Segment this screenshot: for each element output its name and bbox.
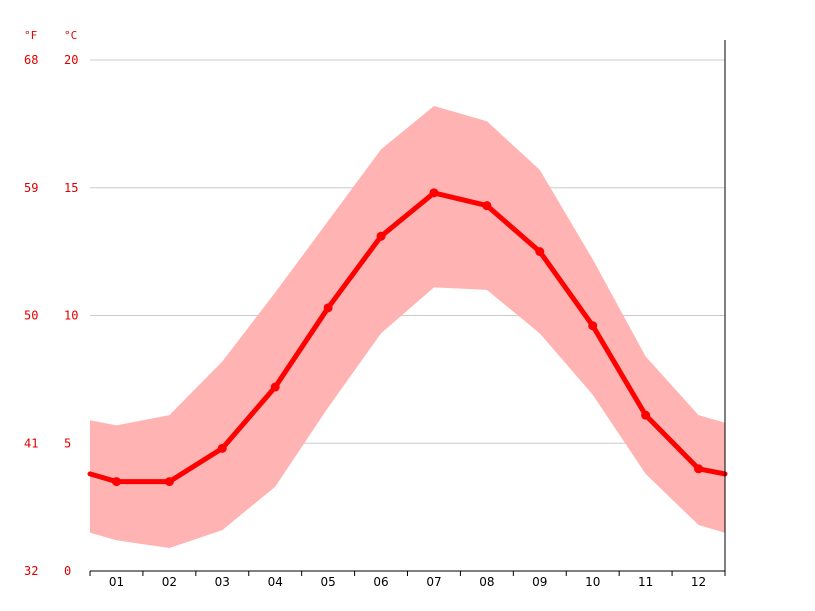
- x-tick-label: 10: [585, 575, 600, 589]
- y-tick-label-celsius: 5: [64, 436, 71, 450]
- y-tick-label-celsius: 15: [64, 181, 78, 195]
- x-tick-label: 11: [638, 575, 653, 589]
- data-point: [694, 464, 704, 474]
- labels-layer: °F °C 32 0 41 5 50 10 59 15 68 20: [24, 29, 78, 578]
- data-point: [217, 443, 227, 453]
- unit-label-celsius: °C: [64, 29, 77, 42]
- temperature-range-band: [90, 106, 725, 548]
- data-point: [111, 477, 121, 487]
- data-point: [270, 382, 280, 392]
- data-point: [376, 231, 386, 241]
- data-point: [429, 188, 439, 198]
- y-tick-label-fahrenheit: 50: [24, 309, 38, 323]
- y-tick-label-fahrenheit: 59: [24, 181, 38, 195]
- y-tick-label-fahrenheit: 41: [24, 436, 38, 450]
- unit-label-fahrenheit: °F: [24, 29, 37, 42]
- y-tick-label-celsius: 10: [64, 309, 78, 323]
- y-tick-label-fahrenheit: 68: [24, 53, 38, 67]
- x-tick-label: 04: [268, 575, 283, 589]
- x-tick-label: 03: [215, 575, 230, 589]
- x-tick-label: 12: [691, 575, 706, 589]
- x-tick-label: 02: [162, 575, 177, 589]
- x-tick-label: 05: [320, 575, 335, 589]
- y-tick-label-celsius: 0: [64, 564, 71, 578]
- data-point: [588, 321, 598, 331]
- axes-layer: 01 02 03 04 05 06 07 08 09 10 11 12: [89, 40, 726, 589]
- x-tick-label: 01: [109, 575, 124, 589]
- data-point: [641, 410, 651, 420]
- x-tick-label: 09: [532, 575, 547, 589]
- data-point: [164, 477, 174, 487]
- x-tick-label: 06: [373, 575, 388, 589]
- data-point: [535, 247, 545, 257]
- data-point: [482, 201, 492, 211]
- data-point: [323, 303, 333, 313]
- x-tick-label: 08: [479, 575, 494, 589]
- data-points: [111, 188, 704, 487]
- y-tick-label-fahrenheit: 32: [24, 564, 38, 578]
- x-tick-label: 07: [426, 575, 441, 589]
- series-line: [87, 190, 728, 485]
- y-tick-label-celsius: 20: [64, 53, 78, 67]
